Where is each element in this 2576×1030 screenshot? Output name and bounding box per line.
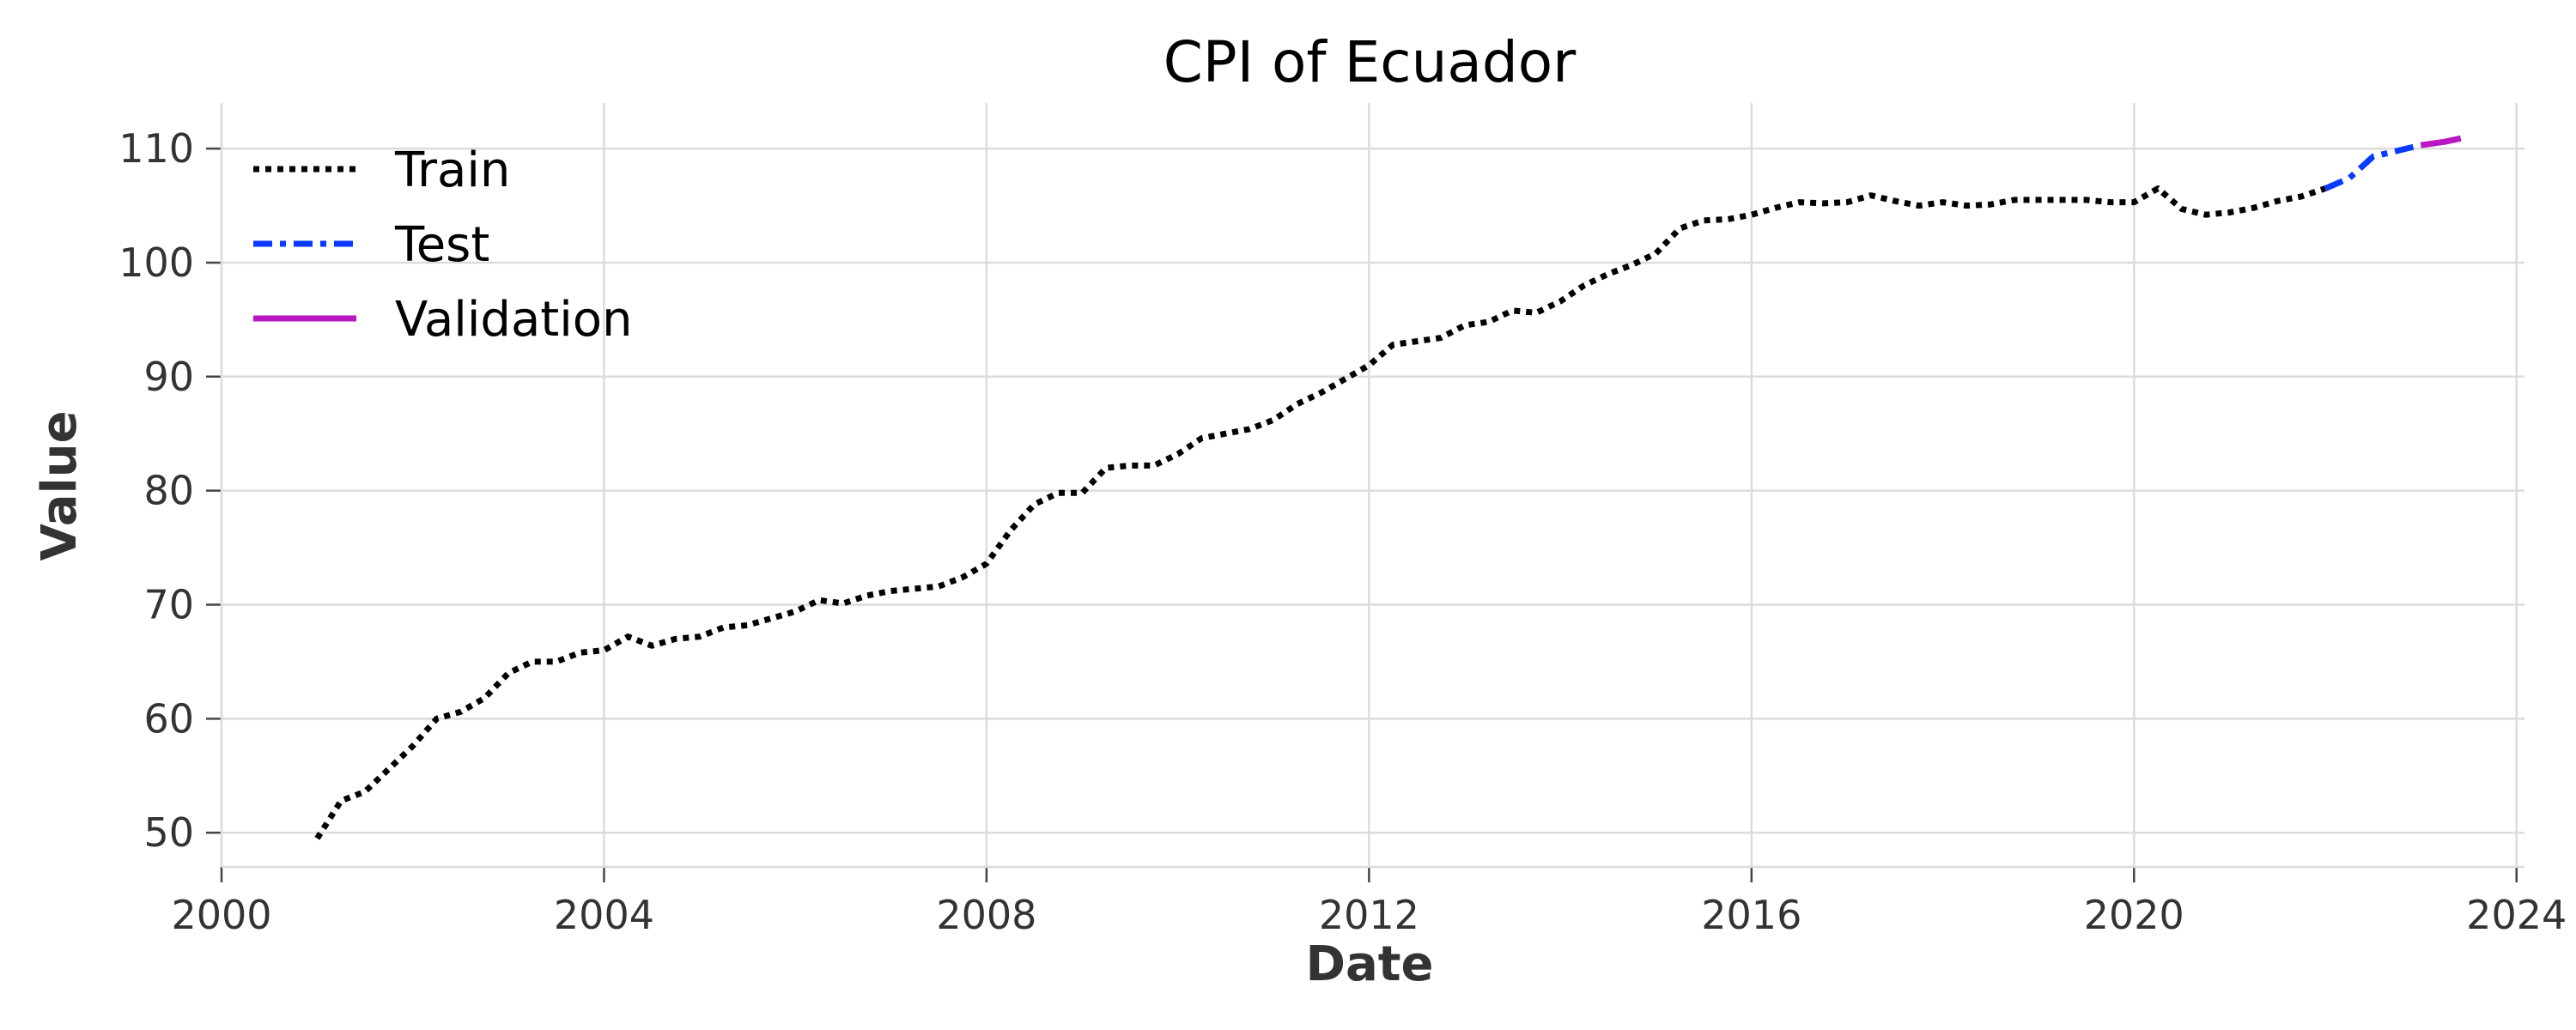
axes: 50 60 70 80 90 100 110 2000 2004 2008 2012 2016 2020… [118, 103, 2567, 938]
legend-label-train: Train [394, 142, 510, 198]
x-tick-label: 2024 [2466, 892, 2567, 938]
y-axis-label: Value [32, 410, 88, 560]
series-line-train [314, 185, 2327, 840]
y-tick-label: 110 [118, 125, 194, 172]
x-tick-label: 2020 [2084, 892, 2184, 938]
legend-label-validation: Validation [395, 292, 633, 348]
y-tick-label: 70 [143, 581, 194, 627]
y-tick-label: 80 [143, 468, 194, 514]
legend-label-test: Test [394, 217, 489, 273]
series-line-test [2324, 142, 2422, 191]
series-line-validation [2420, 135, 2462, 148]
x-tick-label: 2012 [1319, 892, 1419, 938]
x-tick-label: 2004 [554, 892, 654, 938]
x-tick-label: 2016 [1701, 892, 1801, 938]
legend: Train Test Validation [253, 142, 633, 348]
y-tick-label: 50 [143, 809, 194, 856]
y-tick-label: 100 [118, 239, 194, 286]
y-tick-label: 60 [143, 695, 194, 742]
chart-title: CPI of Ecuador [1163, 29, 1577, 95]
x-axis-label: Date [1305, 936, 1433, 992]
x-tick-label: 2000 [171, 892, 271, 938]
x-tick-label: 2008 [936, 892, 1036, 938]
grid-lines [220, 103, 2524, 867]
series-lines [314, 135, 2462, 840]
y-tick-label: 90 [143, 354, 194, 400]
